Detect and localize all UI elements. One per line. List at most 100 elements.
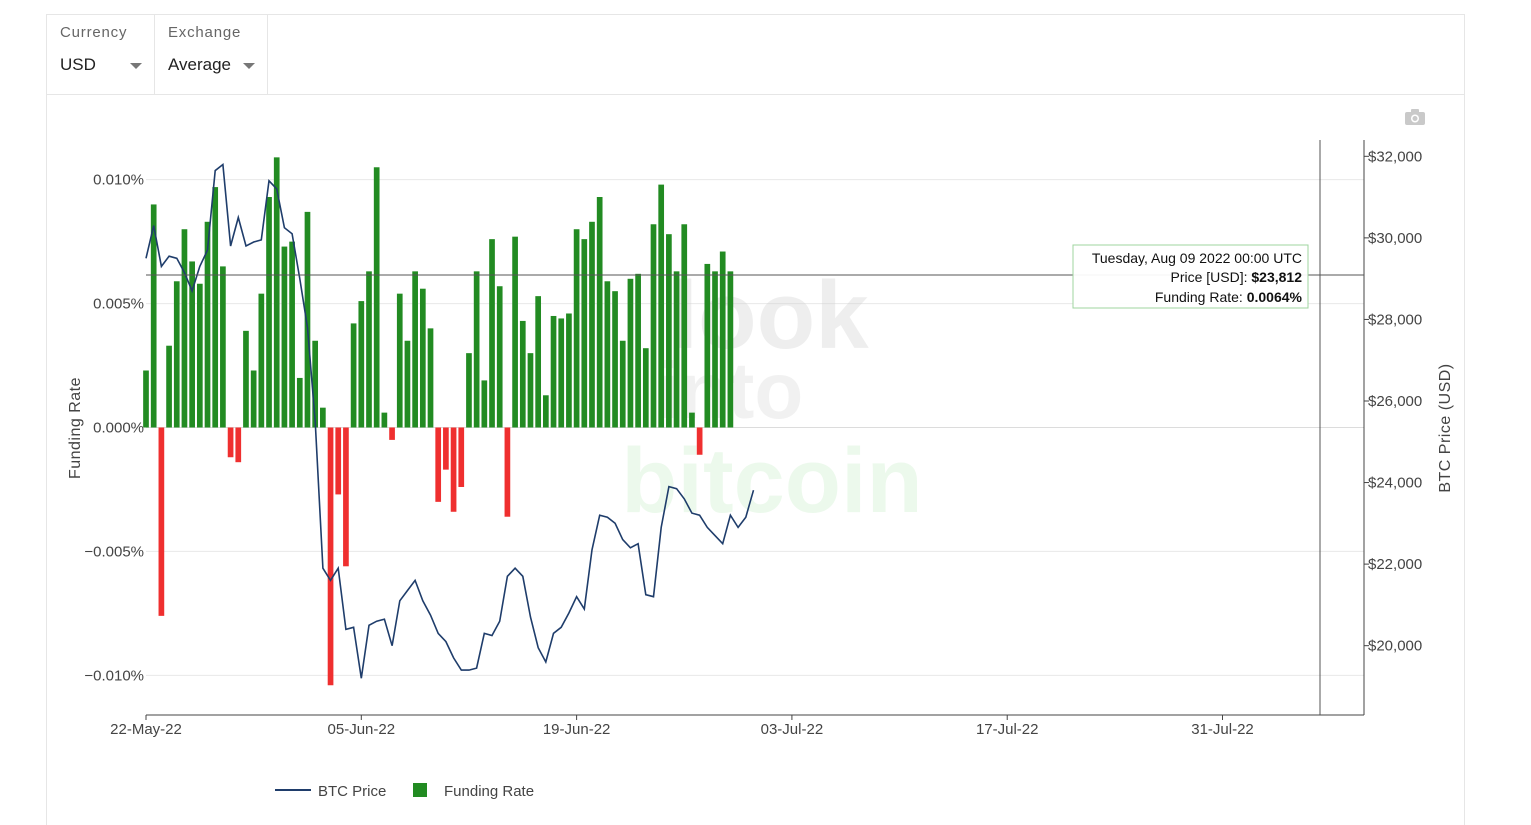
funding-rate-bar[interactable] [650, 224, 657, 428]
funding-rate-bar[interactable] [412, 271, 418, 428]
legend-item-btc-price[interactable]: BTC Price [275, 783, 386, 800]
tooltip-funding: Funding Rate: 0.0064% [1155, 289, 1303, 305]
funding-rate-bar[interactable] [327, 427, 334, 686]
funding-rate-bar[interactable] [543, 395, 549, 428]
funding-rate-bar[interactable] [220, 266, 226, 428]
funding-rate-bar[interactable] [589, 221, 595, 428]
funding-rate-bar[interactable] [296, 377, 303, 428]
tooltip: Tuesday, Aug 09 2022 00:00 UTC Price [US… [1072, 244, 1309, 309]
funding-rate-bar[interactable] [158, 427, 165, 616]
funding-rate-bar[interactable] [558, 318, 565, 428]
funding-rate-bar[interactable] [212, 187, 219, 428]
chevron-down-icon[interactable] [130, 63, 142, 69]
funding-rate-bar[interactable] [227, 427, 234, 458]
funding-rate-bar[interactable] [535, 296, 542, 428]
tooltip-date: Tuesday, Aug 09 2022 00:00 UTC [1092, 250, 1302, 266]
funding-rate-bar[interactable] [281, 246, 288, 428]
funding-rate-bar[interactable] [427, 328, 434, 428]
funding-rate-bar[interactable] [489, 239, 495, 428]
funding-rate-bar[interactable] [627, 278, 634, 428]
funding-rate-bar[interactable] [504, 427, 511, 517]
funding-rate-bar[interactable] [419, 288, 426, 428]
funding-rate-bar[interactable] [512, 236, 518, 428]
chart-controls: Currency USD Exchange Average [47, 15, 1464, 95]
funding-rate-bar[interactable] [481, 380, 488, 428]
funding-rate-bar[interactable] [473, 271, 480, 428]
funding-rate-bar[interactable] [635, 273, 641, 428]
funding-rate-bar[interactable] [527, 353, 534, 428]
funding-rate-bar[interactable] [673, 271, 680, 428]
funding-rate-bar[interactable] [250, 370, 257, 428]
funding-rate-bar[interactable] [381, 412, 388, 428]
left-tick-label: −0.005% [84, 543, 144, 560]
exchange-select[interactable]: Exchange Average [155, 15, 269, 94]
funding-rate-bar[interactable] [404, 340, 411, 428]
funding-rate-bar[interactable] [704, 263, 711, 428]
currency-value-row[interactable]: USD [60, 55, 142, 75]
funding-rate-bar[interactable] [719, 251, 726, 428]
funding-rate-bar[interactable] [258, 293, 265, 428]
funding-rate-bar[interactable] [466, 353, 472, 428]
funding-rate-bar[interactable] [243, 330, 249, 428]
funding-rate-bar[interactable] [573, 229, 580, 428]
funding-rate-bar[interactable] [373, 167, 380, 428]
funding-rate-bar[interactable] [689, 412, 695, 428]
funding-rate-bar[interactable] [596, 197, 603, 428]
funding-rate-bar[interactable] [435, 427, 442, 502]
funding-rate-bar[interactable] [173, 281, 180, 428]
funding-rate-bar[interactable] [343, 427, 349, 567]
funding-rate-bar[interactable] [358, 301, 365, 428]
funding-rate-bar[interactable] [696, 427, 703, 455]
funding-rate-bar[interactable] [642, 348, 649, 428]
funding-rate-bar[interactable] [450, 427, 457, 512]
funding-rate-bar[interactable] [604, 281, 611, 428]
x-tick-label: 05-Jun-22 [328, 721, 396, 738]
camera-icon[interactable] [1405, 109, 1425, 125]
funding-rate-bar[interactable] [196, 283, 203, 428]
funding-rate-bar[interactable] [350, 323, 357, 428]
funding-rate-bar[interactable] [235, 427, 242, 463]
right-axis-ticks: $32,000 $30,000 $28,000 $26,000 $24,000 $22,0… [1364, 148, 1422, 655]
funding-rate-bar[interactable] [266, 197, 272, 428]
funding-rate-bar[interactable] [727, 271, 734, 428]
funding-rate-bar[interactable] [566, 313, 572, 428]
funding-rate-bar[interactable] [612, 291, 618, 428]
funding-rate-bar[interactable] [519, 320, 526, 428]
funding-rate-bar[interactable] [443, 427, 449, 470]
currency-select[interactable]: Currency USD [47, 15, 155, 94]
funding-rate-bar[interactable] [366, 271, 372, 428]
funding-rate-bar[interactable] [335, 427, 342, 495]
x-tick-label: 03-Jul-22 [761, 721, 824, 738]
funding-rate-bar[interactable] [189, 261, 195, 428]
funding-rate-bar[interactable] [320, 407, 326, 428]
x-tick-label: 17-Jul-22 [976, 721, 1039, 738]
funding-rate-bar[interactable] [496, 286, 503, 428]
funding-rate-bar[interactable] [181, 229, 188, 428]
funding-rate-bar[interactable] [304, 211, 311, 428]
tooltip-price: Price [USD]: $23,812 [1170, 269, 1302, 285]
funding-rate-bar[interactable] [666, 234, 672, 428]
funding-rate-bar[interactable] [273, 157, 280, 428]
chevron-down-icon[interactable] [243, 63, 256, 69]
funding-rate-bar[interactable] [458, 427, 465, 487]
right-tick-label: $32,000 [1368, 148, 1422, 165]
legend[interactable]: BTC Price Funding Rate [275, 783, 534, 800]
funding-rate-bar[interactable] [550, 315, 557, 428]
exchange-value-row[interactable]: Average [168, 55, 256, 75]
right-tick-label: $30,000 [1368, 230, 1422, 247]
funding-rate-bar[interactable] [312, 340, 319, 428]
funding-rate-bar[interactable] [712, 271, 718, 428]
funding-rate-bar[interactable] [581, 239, 588, 428]
funding-rate-bar[interactable] [396, 293, 403, 428]
funding-rate-bar[interactable] [289, 241, 295, 428]
funding-rate-bar[interactable] [150, 204, 157, 428]
funding-rate-bar[interactable] [204, 221, 211, 428]
legend-item-funding-rate[interactable]: Funding Rate [413, 783, 534, 800]
funding-rate-bar[interactable] [681, 224, 688, 428]
funding-rate-bar[interactable] [389, 427, 395, 440]
right-axis-title: BTC Price (USD) [1437, 363, 1454, 492]
funding-rate-bar[interactable] [166, 345, 172, 428]
funding-rate-bar[interactable] [143, 370, 149, 428]
funding-rate-bar[interactable] [619, 340, 626, 428]
funding-rate-bar[interactable] [658, 184, 665, 428]
